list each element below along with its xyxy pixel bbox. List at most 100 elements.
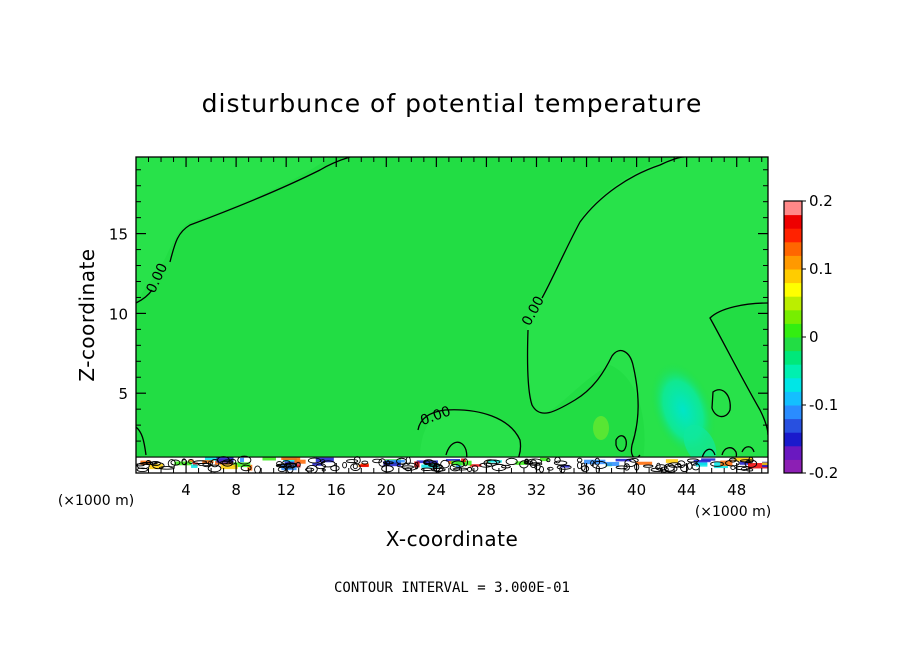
surface-contour — [136, 467, 149, 472]
x-tick-label: 28 — [477, 481, 496, 499]
surface-noise — [192, 462, 198, 467]
surface-contour — [686, 462, 693, 470]
surface-contour — [547, 466, 554, 471]
y-axis-label: Z-coordinate — [75, 248, 99, 381]
surface-contour — [276, 463, 293, 467]
surface-noise — [448, 460, 454, 465]
surface-contour — [440, 459, 450, 469]
surface-contour — [452, 467, 469, 471]
x-axis-label: X-coordinate — [386, 527, 519, 551]
surface-noise — [202, 460, 214, 464]
field-region-left — [136, 157, 330, 303]
surface-contour — [150, 460, 161, 466]
surface-contour — [305, 467, 315, 472]
colorbar-swatch — [784, 309, 802, 324]
surface-contour — [237, 455, 252, 465]
surface-contour — [382, 461, 394, 465]
plot-area: 0.00 0.00 0.00 — [136, 157, 768, 473]
surface-contour — [663, 465, 678, 473]
surface-contour — [471, 465, 479, 472]
y-tick-label: 10 — [109, 305, 128, 323]
surface-noise — [615, 458, 632, 462]
colorbar-swatch — [784, 296, 802, 311]
surface-noise — [451, 460, 472, 466]
cyan-anomaly-tail — [683, 424, 717, 466]
colorbar-swatch — [784, 201, 802, 216]
surface-contour — [462, 458, 468, 467]
surface-noise — [414, 461, 420, 468]
colorbar-swatch — [784, 391, 802, 406]
surface-noise — [385, 459, 405, 463]
surface-noise — [416, 460, 438, 464]
surface-noise — [281, 464, 297, 471]
x-tick-label: 16 — [327, 481, 346, 499]
y-ticks: 5 10 15 — [109, 169, 768, 458]
surface-noise — [739, 461, 750, 465]
contour-interval-note: CONTOUR INTERVAL = 3.000E-01 — [334, 580, 570, 596]
x-tick-label: 8 — [231, 481, 241, 499]
surface-contour — [656, 462, 661, 470]
x-tick-label: 12 — [277, 481, 296, 499]
surface-contour — [342, 461, 347, 469]
yellowish-spot — [593, 416, 609, 440]
x-unit-right: (×1000 m) — [695, 504, 771, 520]
surface-noise — [174, 461, 192, 466]
x-tick-label: 36 — [577, 481, 596, 499]
surface-noise — [445, 458, 461, 462]
surface-contour — [141, 461, 154, 465]
surface-contour — [276, 461, 283, 466]
surface-contour — [687, 458, 699, 463]
colorbar-swatch — [784, 337, 802, 352]
x-tick-label: 48 — [727, 481, 746, 499]
surface-noise — [358, 464, 369, 468]
surface-noise — [262, 457, 276, 461]
x-tick-label: 40 — [627, 481, 646, 499]
surface-contour — [615, 465, 628, 470]
surface-contour — [207, 464, 222, 473]
surface-contour — [188, 459, 194, 464]
surface-contour — [710, 461, 724, 467]
colorbar-tick-label: 0.1 — [809, 260, 833, 278]
surface-contour — [396, 463, 404, 468]
chart-title: disturbunce of potential temperature — [202, 89, 703, 118]
x-tick-label: 44 — [677, 481, 696, 499]
surface-contour — [643, 464, 654, 468]
surface-contour — [629, 457, 639, 463]
surface-contour — [181, 459, 188, 466]
x-tick-label: 24 — [427, 481, 446, 499]
surface-noise — [695, 462, 708, 467]
surface-contour — [505, 457, 518, 466]
surface-noise — [761, 462, 768, 466]
surface-contour — [432, 464, 443, 469]
surface-noise — [294, 459, 306, 464]
surface-contour — [254, 465, 261, 473]
surface-contour — [524, 459, 529, 464]
surface-contour — [170, 459, 181, 466]
surface-contour — [136, 463, 145, 467]
surface-contour — [210, 458, 220, 468]
colorbar-swatch — [784, 241, 802, 256]
surface-contour — [330, 465, 340, 472]
colorbar: 0.2 0.1 0 -0.1 -0.2 — [783, 192, 838, 482]
surface-contour — [414, 461, 419, 470]
colorbar-swatch — [784, 214, 802, 229]
surface-contour — [420, 467, 433, 471]
surface-contour — [405, 467, 411, 472]
surface-contour — [307, 457, 322, 464]
surface-contour — [277, 466, 286, 473]
surface-contour — [167, 459, 176, 468]
colorbar-swatch — [784, 269, 802, 284]
colorbar-swatch — [784, 255, 802, 270]
surface-noise — [191, 464, 198, 468]
surface-contour — [739, 459, 754, 463]
surface-noise — [635, 461, 653, 465]
colorbar-tick-label: 0 — [809, 328, 819, 346]
surface-noise — [281, 457, 301, 461]
surface-noise — [240, 457, 245, 463]
surface-contour — [667, 462, 682, 468]
x-ticks: 4 8 12 16 20 24 28 32 36 40 44 48 — [148, 157, 763, 499]
surface-noise — [149, 463, 163, 470]
colorbar-swatch — [784, 350, 802, 365]
surface-layer — [136, 455, 768, 473]
surface-noise — [605, 461, 620, 467]
